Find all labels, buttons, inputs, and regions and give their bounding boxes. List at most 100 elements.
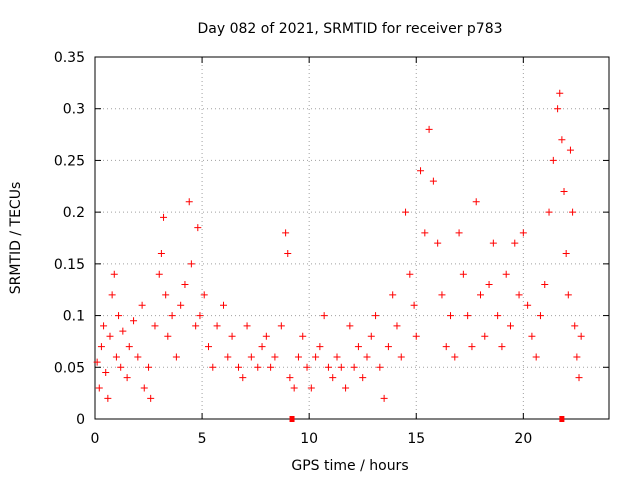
data-point (342, 384, 350, 392)
data-point (560, 187, 568, 195)
data-point (402, 208, 410, 216)
data-point (185, 198, 193, 206)
data-point (502, 270, 510, 278)
data-point (228, 332, 236, 340)
data-point (172, 353, 180, 361)
data-point (511, 239, 519, 247)
data-point (393, 322, 401, 330)
data-point (307, 384, 315, 392)
data-point (104, 394, 112, 402)
data-point (282, 229, 290, 237)
data-point (93, 358, 101, 366)
y-tick-label: 0.2 (63, 205, 85, 221)
data-point (376, 363, 384, 371)
data-point (554, 105, 562, 113)
data-point (556, 89, 564, 97)
data-point (110, 270, 118, 278)
data-point (286, 374, 294, 382)
data-point (558, 136, 566, 144)
y-tick-label: 0.15 (54, 257, 85, 273)
data-point (147, 394, 155, 402)
data-point (196, 312, 204, 320)
y-axis-label: SRMTID / TECUs (8, 182, 24, 295)
data-point (271, 353, 279, 361)
data-point (119, 327, 127, 335)
data-point (194, 224, 202, 232)
data-point (192, 322, 200, 330)
data-points (93, 89, 585, 422)
data-point (247, 353, 255, 361)
data-point (106, 332, 114, 340)
data-point (481, 332, 489, 340)
data-point (160, 213, 168, 221)
data-point (224, 353, 232, 361)
data-point (209, 363, 217, 371)
data-point (562, 250, 570, 258)
zero-marker (289, 416, 295, 422)
data-point (125, 343, 133, 351)
data-point (571, 322, 579, 330)
data-point (112, 353, 120, 361)
data-point (181, 281, 189, 289)
data-point (267, 363, 275, 371)
data-point (477, 291, 484, 299)
data-point (155, 270, 163, 278)
data-point (151, 322, 159, 330)
data-point (485, 281, 493, 289)
x-tick-label: 0 (91, 431, 100, 447)
data-point (117, 363, 125, 371)
x-tick-label: 5 (198, 431, 207, 447)
data-point (519, 229, 527, 237)
data-point (528, 332, 536, 340)
x-tick-label: 15 (407, 431, 425, 447)
data-point (417, 167, 425, 175)
data-point (577, 332, 585, 340)
data-point (459, 270, 467, 278)
data-point (324, 363, 332, 371)
data-point (299, 332, 307, 340)
data-point (532, 353, 540, 361)
data-point (262, 332, 270, 340)
data-point (258, 343, 266, 351)
axes: 0 0.05 0.1 0.15 0.2 0.25 0.3 0.35 0 5 10 15 20 (54, 50, 609, 447)
data-point (429, 177, 437, 185)
data-point (442, 343, 450, 351)
data-point (367, 332, 375, 340)
x-tick-label: 10 (300, 431, 318, 447)
data-point (316, 343, 324, 351)
data-point (389, 291, 397, 299)
data-point (494, 312, 502, 320)
plot-frame (94, 56, 610, 420)
data-point (312, 353, 320, 361)
data-point (569, 208, 577, 216)
data-point (363, 353, 371, 361)
data-point (468, 343, 476, 351)
data-point (243, 322, 251, 330)
data-point (145, 363, 153, 371)
data-point (549, 156, 557, 164)
data-point (545, 208, 553, 216)
data-point (524, 301, 532, 309)
x-axis-label: GPS time / hours (291, 458, 408, 474)
data-point (200, 291, 208, 299)
data-point (290, 384, 298, 392)
data-point (566, 146, 574, 154)
data-point (134, 353, 142, 361)
data-point (138, 301, 146, 309)
data-point (333, 353, 341, 361)
data-point (123, 374, 131, 382)
data-point (95, 384, 103, 392)
data-point (329, 374, 337, 382)
grid (95, 57, 609, 419)
data-point (164, 332, 172, 340)
data-point (472, 198, 480, 206)
data-point (506, 322, 514, 330)
data-point (277, 322, 285, 330)
data-point (187, 260, 195, 268)
data-point (575, 374, 583, 382)
data-point (573, 353, 581, 361)
data-point (410, 301, 418, 309)
data-point (346, 322, 354, 330)
data-point (372, 312, 380, 320)
